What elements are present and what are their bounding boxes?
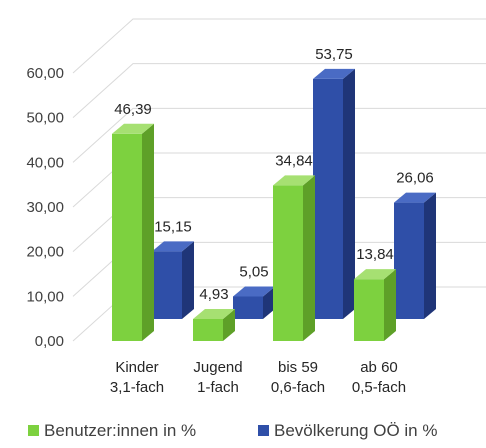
bar — [233, 286, 275, 319]
bar-front — [112, 133, 142, 341]
legend-swatch — [258, 425, 269, 436]
data-label: 26,06 — [396, 170, 434, 187]
bar-front — [152, 251, 182, 319]
bar-side — [182, 241, 194, 319]
gridline — [72, 18, 486, 74]
category-sublabel: 0,5-fach — [352, 379, 406, 396]
y-tick-label: 20,00 — [26, 244, 64, 261]
data-label: 4,93 — [199, 286, 228, 303]
bar-side — [343, 68, 355, 320]
bar-front — [193, 318, 223, 341]
bar — [354, 269, 396, 341]
legend: Benutzer:innen in % Bevölkerung OÖ in % — [28, 421, 437, 440]
bar-side — [223, 308, 235, 341]
bar — [112, 123, 154, 341]
bar-top — [273, 175, 315, 186]
y-tick-label: 50,00 — [26, 110, 64, 127]
gridline — [72, 107, 486, 163]
bar-front — [394, 202, 424, 319]
bar-front — [233, 296, 263, 319]
data-label: 13,84 — [356, 246, 394, 263]
bar-front — [273, 185, 303, 341]
y-tick-label: 0,00 — [35, 333, 64, 350]
bar-side — [424, 192, 436, 319]
bar-top — [394, 192, 436, 203]
legend-label: Bevölkerung OÖ in % — [274, 421, 437, 440]
category-sublabel: 1-fach — [197, 379, 239, 396]
data-label: 15,15 — [154, 218, 192, 235]
legend-item: Bevölkerung OÖ in % — [258, 421, 437, 440]
bar — [313, 68, 355, 320]
bar-side — [263, 286, 275, 319]
bar-top — [354, 269, 396, 280]
bar — [273, 175, 315, 341]
bar-side — [303, 175, 315, 341]
legend-item: Benutzer:innen in % — [28, 421, 196, 440]
category-sublabel: 3,1-fach — [110, 379, 164, 396]
category-label: Jugend — [193, 359, 242, 376]
data-labels: 15,15 5,05 53,75 26,06 46,39 4,93 34,84 13,84 — [114, 46, 434, 303]
bar-top — [112, 123, 154, 134]
bar — [152, 241, 194, 319]
bar-top — [193, 308, 235, 319]
bar-side — [384, 269, 396, 341]
bars — [112, 68, 436, 341]
bar-front — [354, 279, 384, 341]
y-tick-label: 10,00 — [26, 288, 64, 305]
bar — [394, 192, 436, 319]
data-label: 53,75 — [315, 46, 353, 63]
bar-top — [313, 68, 355, 79]
bar-top — [152, 241, 194, 252]
bar-top — [233, 286, 275, 297]
y-tick-label: 60,00 — [26, 65, 64, 82]
category-label: Kinder — [115, 359, 158, 376]
bar-side — [142, 123, 154, 341]
category-sublabel: 0,6-fach — [271, 379, 325, 396]
legend-label: Benutzer:innen in % — [44, 421, 196, 440]
data-label: 5,05 — [239, 263, 268, 280]
category-label: ab 60 — [360, 359, 398, 376]
y-tick-label: 30,00 — [26, 199, 64, 216]
bar-front — [313, 78, 343, 320]
y-tick-label: 40,00 — [26, 154, 64, 171]
bar — [193, 308, 235, 341]
category-label: bis 59 — [278, 359, 318, 376]
gridline — [72, 63, 486, 119]
data-label: 46,39 — [114, 101, 152, 118]
legend-swatch — [28, 425, 39, 436]
x-axis: Kinder 3,1-fach Jugend 1-fach bis 59 0,6-fach… — [110, 359, 406, 396]
data-label: 34,84 — [275, 152, 313, 169]
y-axis: 0,00 10,00 20,00 30,00 40,00 50,00 60,00 — [26, 65, 64, 350]
